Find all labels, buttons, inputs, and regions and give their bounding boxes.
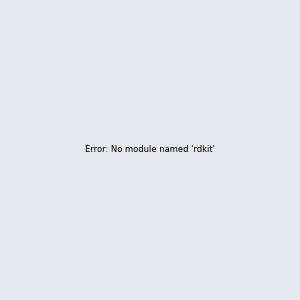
Text: Error: No module named 'rdkit': Error: No module named 'rdkit' [85,146,215,154]
